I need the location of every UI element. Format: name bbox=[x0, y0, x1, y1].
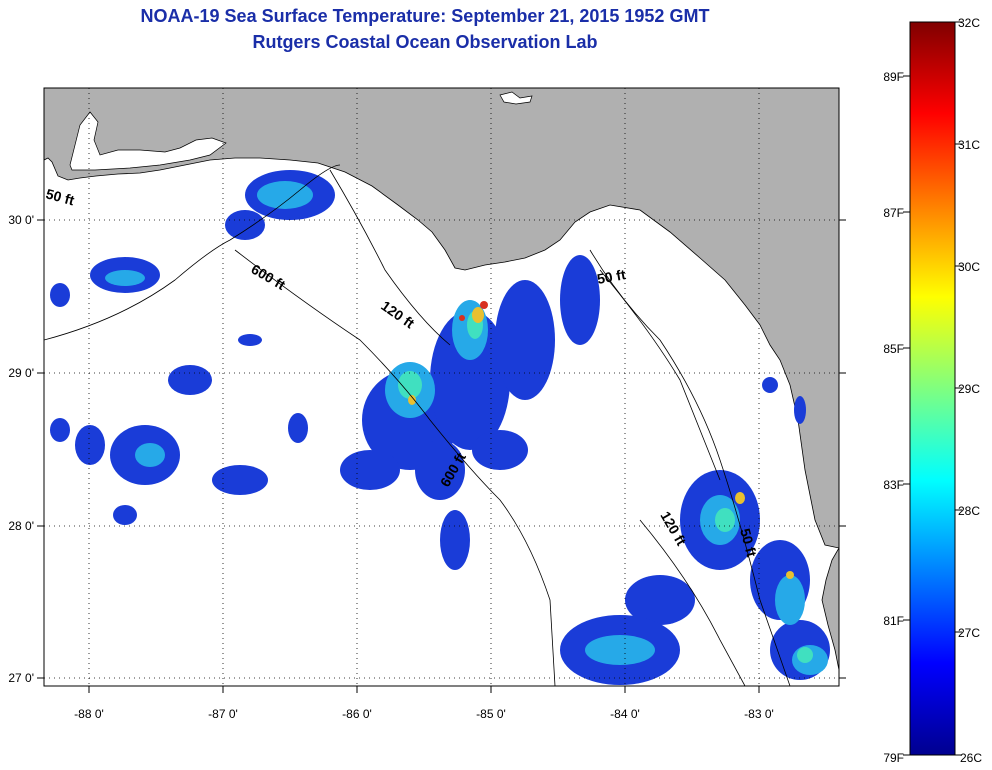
lake bbox=[499, 91, 533, 105]
colorbar-celsius-label: 27C bbox=[958, 626, 980, 640]
contour-label: 50 ft bbox=[737, 527, 760, 559]
lon-tick-label: -88 0' bbox=[74, 707, 104, 721]
colorbar-celsius-label: 26C bbox=[960, 751, 982, 765]
bathymetry-contours bbox=[44, 164, 791, 686]
map-title: NOAA-19 Sea Surface Temperature: Septemb… bbox=[140, 6, 710, 26]
tick-marks bbox=[37, 219, 846, 693]
sst-data-layer bbox=[50, 170, 830, 685]
colorbar-fahrenheit-label: 79F bbox=[883, 751, 904, 765]
lon-tick-label: -85 0' bbox=[476, 707, 506, 721]
colorbar-fahrenheit-label: 81F bbox=[883, 614, 904, 628]
colorbar-fahrenheit-label: 85F bbox=[883, 342, 904, 356]
east-land bbox=[821, 547, 839, 671]
colorbar-celsius-label: 31C bbox=[958, 138, 980, 152]
bay-inlet bbox=[69, 111, 227, 171]
colorbar-celsius-label: 29C bbox=[958, 382, 980, 396]
colorbar-fahrenheit-label: 83F bbox=[883, 478, 904, 492]
colorbar-fahrenheit-label: 89F bbox=[883, 70, 904, 84]
colorbar-fahrenheit-label: 87F bbox=[883, 206, 904, 220]
contour-label: 50 ft bbox=[44, 185, 76, 208]
lat-tick-label: 30 0' bbox=[8, 213, 34, 227]
colorbar-celsius-label: 28C bbox=[958, 504, 980, 518]
lon-tick-label: -84 0' bbox=[610, 707, 640, 721]
map-frame bbox=[43, 87, 840, 687]
colorbar-celsius-label: 30C bbox=[958, 260, 980, 274]
colorbar bbox=[909, 21, 956, 756]
colorbar-ticks bbox=[903, 21, 962, 756]
lon-tick-label: -87 0' bbox=[208, 707, 238, 721]
contour-label: 50 ft bbox=[596, 266, 627, 287]
lon-tick-label: -86 0' bbox=[342, 707, 372, 721]
map-subtitle: Rutgers Coastal Ocean Observation Lab bbox=[252, 32, 598, 52]
land-area bbox=[44, 88, 839, 549]
lat-tick-label: 29 0' bbox=[8, 366, 34, 380]
lat-tick-label: 27 0' bbox=[8, 671, 34, 685]
lon-tick-label: -83 0' bbox=[744, 707, 774, 721]
lat-tick-label: 28 0' bbox=[8, 519, 34, 533]
colorbar-celsius-label: 32C bbox=[958, 16, 980, 30]
